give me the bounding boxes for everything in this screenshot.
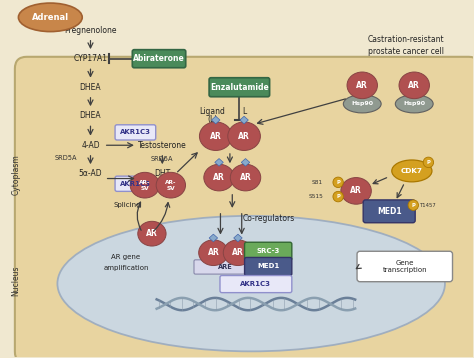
Text: AR: AR [409, 81, 420, 90]
Polygon shape [241, 159, 250, 166]
FancyBboxPatch shape [220, 276, 292, 292]
Text: AR: AR [238, 132, 250, 141]
Text: S515: S515 [308, 194, 323, 199]
FancyBboxPatch shape [132, 50, 186, 68]
Text: AR: AR [240, 173, 251, 182]
Text: P: P [336, 194, 340, 199]
Text: AR-
SV: AR- SV [165, 180, 177, 190]
Text: Nucleus: Nucleus [11, 266, 20, 296]
Ellipse shape [392, 160, 432, 182]
Text: AR: AR [208, 248, 219, 257]
Text: DHT: DHT [154, 169, 171, 178]
Text: Adrenal: Adrenal [32, 13, 69, 22]
Ellipse shape [230, 164, 261, 191]
Text: Co-regulators: Co-regulators [243, 214, 295, 223]
FancyBboxPatch shape [194, 260, 257, 274]
Text: AKR1C3: AKR1C3 [240, 281, 272, 287]
Text: P: P [427, 160, 430, 165]
Ellipse shape [223, 240, 253, 266]
Text: AR: AR [232, 248, 244, 257]
Polygon shape [240, 116, 248, 124]
Text: Hsp90: Hsp90 [403, 101, 425, 106]
Text: AKR1C3: AKR1C3 [120, 129, 151, 135]
Text: DHEA: DHEA [80, 83, 101, 92]
Ellipse shape [204, 164, 234, 191]
Polygon shape [209, 234, 218, 242]
Text: Testosterone: Testosterone [138, 141, 187, 150]
FancyBboxPatch shape [115, 176, 156, 192]
Ellipse shape [18, 3, 82, 32]
Ellipse shape [156, 172, 185, 198]
Polygon shape [211, 116, 220, 124]
Ellipse shape [130, 172, 160, 198]
Ellipse shape [399, 72, 429, 99]
Text: SRC-3: SRC-3 [256, 248, 280, 254]
Ellipse shape [343, 95, 381, 113]
Text: amplification: amplification [103, 265, 149, 271]
Text: Splicing: Splicing [114, 202, 141, 208]
Text: DHEA: DHEA [80, 111, 101, 120]
Text: MED1: MED1 [377, 207, 401, 216]
Circle shape [423, 157, 434, 168]
Text: CDK7: CDK7 [401, 168, 423, 174]
Ellipse shape [57, 216, 445, 351]
FancyBboxPatch shape [115, 125, 156, 140]
Text: 5α-AD: 5α-AD [79, 169, 102, 178]
Text: Hsp90: Hsp90 [351, 101, 373, 106]
FancyBboxPatch shape [209, 78, 270, 97]
Circle shape [333, 177, 343, 188]
Text: Gene
transcription: Gene transcription [383, 260, 427, 273]
Text: L: L [242, 107, 246, 116]
Ellipse shape [347, 72, 377, 99]
Text: Pregnenolone: Pregnenolone [64, 26, 117, 35]
Text: AKR1C3: AKR1C3 [120, 181, 151, 187]
Text: Ligand: Ligand [200, 107, 225, 116]
Circle shape [333, 192, 343, 202]
Text: T1457: T1457 [420, 203, 437, 208]
Polygon shape [234, 234, 242, 242]
Text: Enzalutamide: Enzalutamide [210, 83, 269, 92]
Text: Abiraterone: Abiraterone [133, 54, 185, 63]
Ellipse shape [200, 122, 232, 150]
FancyBboxPatch shape [363, 200, 415, 223]
FancyBboxPatch shape [245, 242, 292, 260]
Text: Cytoplasm: Cytoplasm [11, 154, 20, 195]
Text: S81: S81 [312, 180, 323, 185]
Text: Castration-resistant: Castration-resistant [368, 35, 445, 44]
Text: SRD5A: SRD5A [151, 156, 173, 161]
FancyBboxPatch shape [357, 251, 453, 282]
Text: AR: AR [356, 81, 368, 90]
Text: AR: AR [213, 173, 225, 182]
Text: prostate cancer cell: prostate cancer cell [368, 47, 444, 55]
Text: AR-
SV: AR- SV [139, 180, 151, 190]
Ellipse shape [199, 240, 228, 266]
Text: MED1: MED1 [257, 263, 279, 270]
Ellipse shape [341, 178, 371, 204]
FancyBboxPatch shape [245, 257, 292, 276]
Text: ARE: ARE [219, 264, 233, 270]
Ellipse shape [138, 221, 166, 246]
FancyBboxPatch shape [15, 57, 474, 358]
Text: P: P [336, 180, 340, 185]
Ellipse shape [395, 95, 433, 113]
Text: AR: AR [350, 187, 362, 195]
Text: P: P [411, 203, 415, 208]
Polygon shape [215, 159, 223, 166]
Text: (L): (L) [207, 115, 218, 124]
Text: AR gene: AR gene [111, 255, 140, 261]
Text: AR: AR [146, 229, 158, 238]
Text: CYP17A1: CYP17A1 [74, 54, 108, 63]
Ellipse shape [228, 122, 260, 150]
Text: 4-AD: 4-AD [81, 141, 100, 150]
Text: SRD5A: SRD5A [55, 155, 77, 161]
Circle shape [408, 200, 419, 211]
Text: AR: AR [210, 132, 222, 141]
